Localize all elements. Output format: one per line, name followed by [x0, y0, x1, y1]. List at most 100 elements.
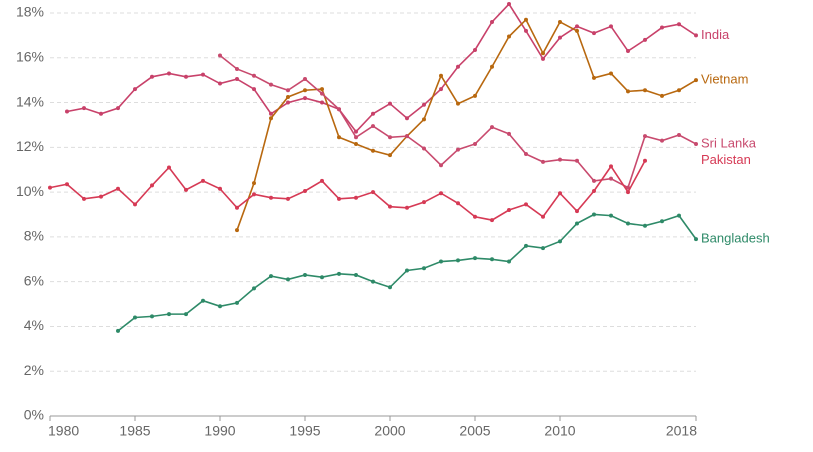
data-point — [371, 190, 375, 195]
data-point — [269, 274, 273, 279]
data-point — [592, 75, 596, 80]
data-point — [609, 213, 613, 218]
data-point — [150, 183, 154, 188]
data-point — [167, 312, 171, 317]
data-point — [660, 219, 664, 224]
data-point — [82, 106, 86, 111]
data-point — [456, 101, 460, 106]
data-point — [252, 87, 256, 92]
data-point — [592, 31, 596, 36]
data-point — [558, 157, 562, 162]
data-point — [694, 141, 698, 146]
data-point — [201, 178, 205, 183]
data-point — [65, 109, 69, 114]
data-point — [575, 24, 579, 29]
data-point — [320, 87, 324, 92]
data-point — [235, 228, 239, 233]
data-point — [150, 74, 154, 79]
data-point — [643, 134, 647, 139]
data-point — [133, 315, 137, 320]
data-point — [388, 204, 392, 209]
data-point — [626, 190, 630, 195]
data-point — [490, 19, 494, 24]
data-point — [218, 53, 222, 58]
data-point — [269, 195, 273, 200]
data-point — [558, 19, 562, 24]
data-point — [286, 196, 290, 201]
data-point — [133, 87, 137, 92]
data-point — [303, 272, 307, 277]
data-point — [252, 192, 256, 197]
data-point — [626, 89, 630, 94]
data-point — [541, 159, 545, 164]
data-point — [541, 51, 545, 56]
data-point — [541, 246, 545, 251]
data-point — [609, 71, 613, 76]
data-point — [541, 214, 545, 219]
data-point — [405, 134, 409, 139]
data-point — [354, 141, 358, 146]
series-label: Bangladesh — [701, 231, 770, 246]
data-point — [48, 185, 52, 190]
data-point — [354, 135, 358, 140]
data-point — [218, 81, 222, 86]
data-point — [133, 202, 137, 207]
data-point — [541, 56, 545, 61]
data-point — [116, 106, 120, 111]
data-point — [252, 73, 256, 78]
data-point — [405, 268, 409, 273]
x-tick-label: 1985 — [119, 423, 150, 439]
data-point — [626, 49, 630, 54]
data-point — [507, 2, 511, 7]
data-point — [286, 94, 290, 99]
y-tick-label: 0% — [24, 407, 44, 423]
data-point — [473, 141, 477, 146]
series-line — [236, 18, 697, 231]
series-line — [66, 2, 697, 133]
data-point — [269, 82, 273, 87]
x-tick-label: 2010 — [544, 423, 575, 439]
series-line — [117, 213, 697, 332]
y-tick-label: 4% — [24, 317, 44, 333]
data-point — [65, 182, 69, 187]
data-point — [575, 209, 579, 214]
data-point — [677, 213, 681, 218]
data-point — [235, 66, 239, 71]
data-point — [575, 158, 579, 163]
data-point — [524, 152, 528, 157]
series-label: Pakistan — [701, 152, 751, 167]
data-point — [422, 200, 426, 205]
data-point — [184, 187, 188, 192]
y-tick-label: 16% — [16, 48, 44, 64]
series-label: Sri Lanka — [701, 135, 757, 150]
data-point — [694, 237, 698, 242]
y-tick-label: 18% — [16, 4, 44, 20]
data-point — [388, 135, 392, 140]
data-point — [354, 129, 358, 134]
x-tick-label: 1995 — [289, 423, 320, 439]
data-point — [524, 28, 528, 33]
data-point — [660, 93, 664, 98]
x-tick-label: 2018 — [666, 423, 697, 439]
data-point — [694, 78, 698, 83]
data-point — [320, 91, 324, 96]
y-tick-label: 14% — [16, 93, 44, 109]
data-point — [116, 186, 120, 191]
data-point — [116, 328, 120, 333]
data-point — [405, 205, 409, 210]
data-point — [558, 35, 562, 40]
data-point — [575, 221, 579, 226]
series-label: Vietnam — [701, 72, 748, 87]
data-point — [405, 116, 409, 121]
data-point — [388, 285, 392, 290]
data-point — [592, 212, 596, 217]
data-point — [524, 202, 528, 207]
data-point — [320, 178, 324, 183]
y-tick-label: 2% — [24, 362, 44, 378]
data-point — [184, 312, 188, 317]
data-point — [558, 239, 562, 244]
data-point — [643, 158, 647, 163]
data-point — [507, 259, 511, 264]
y-tick-label: 6% — [24, 272, 44, 288]
data-point — [252, 181, 256, 186]
